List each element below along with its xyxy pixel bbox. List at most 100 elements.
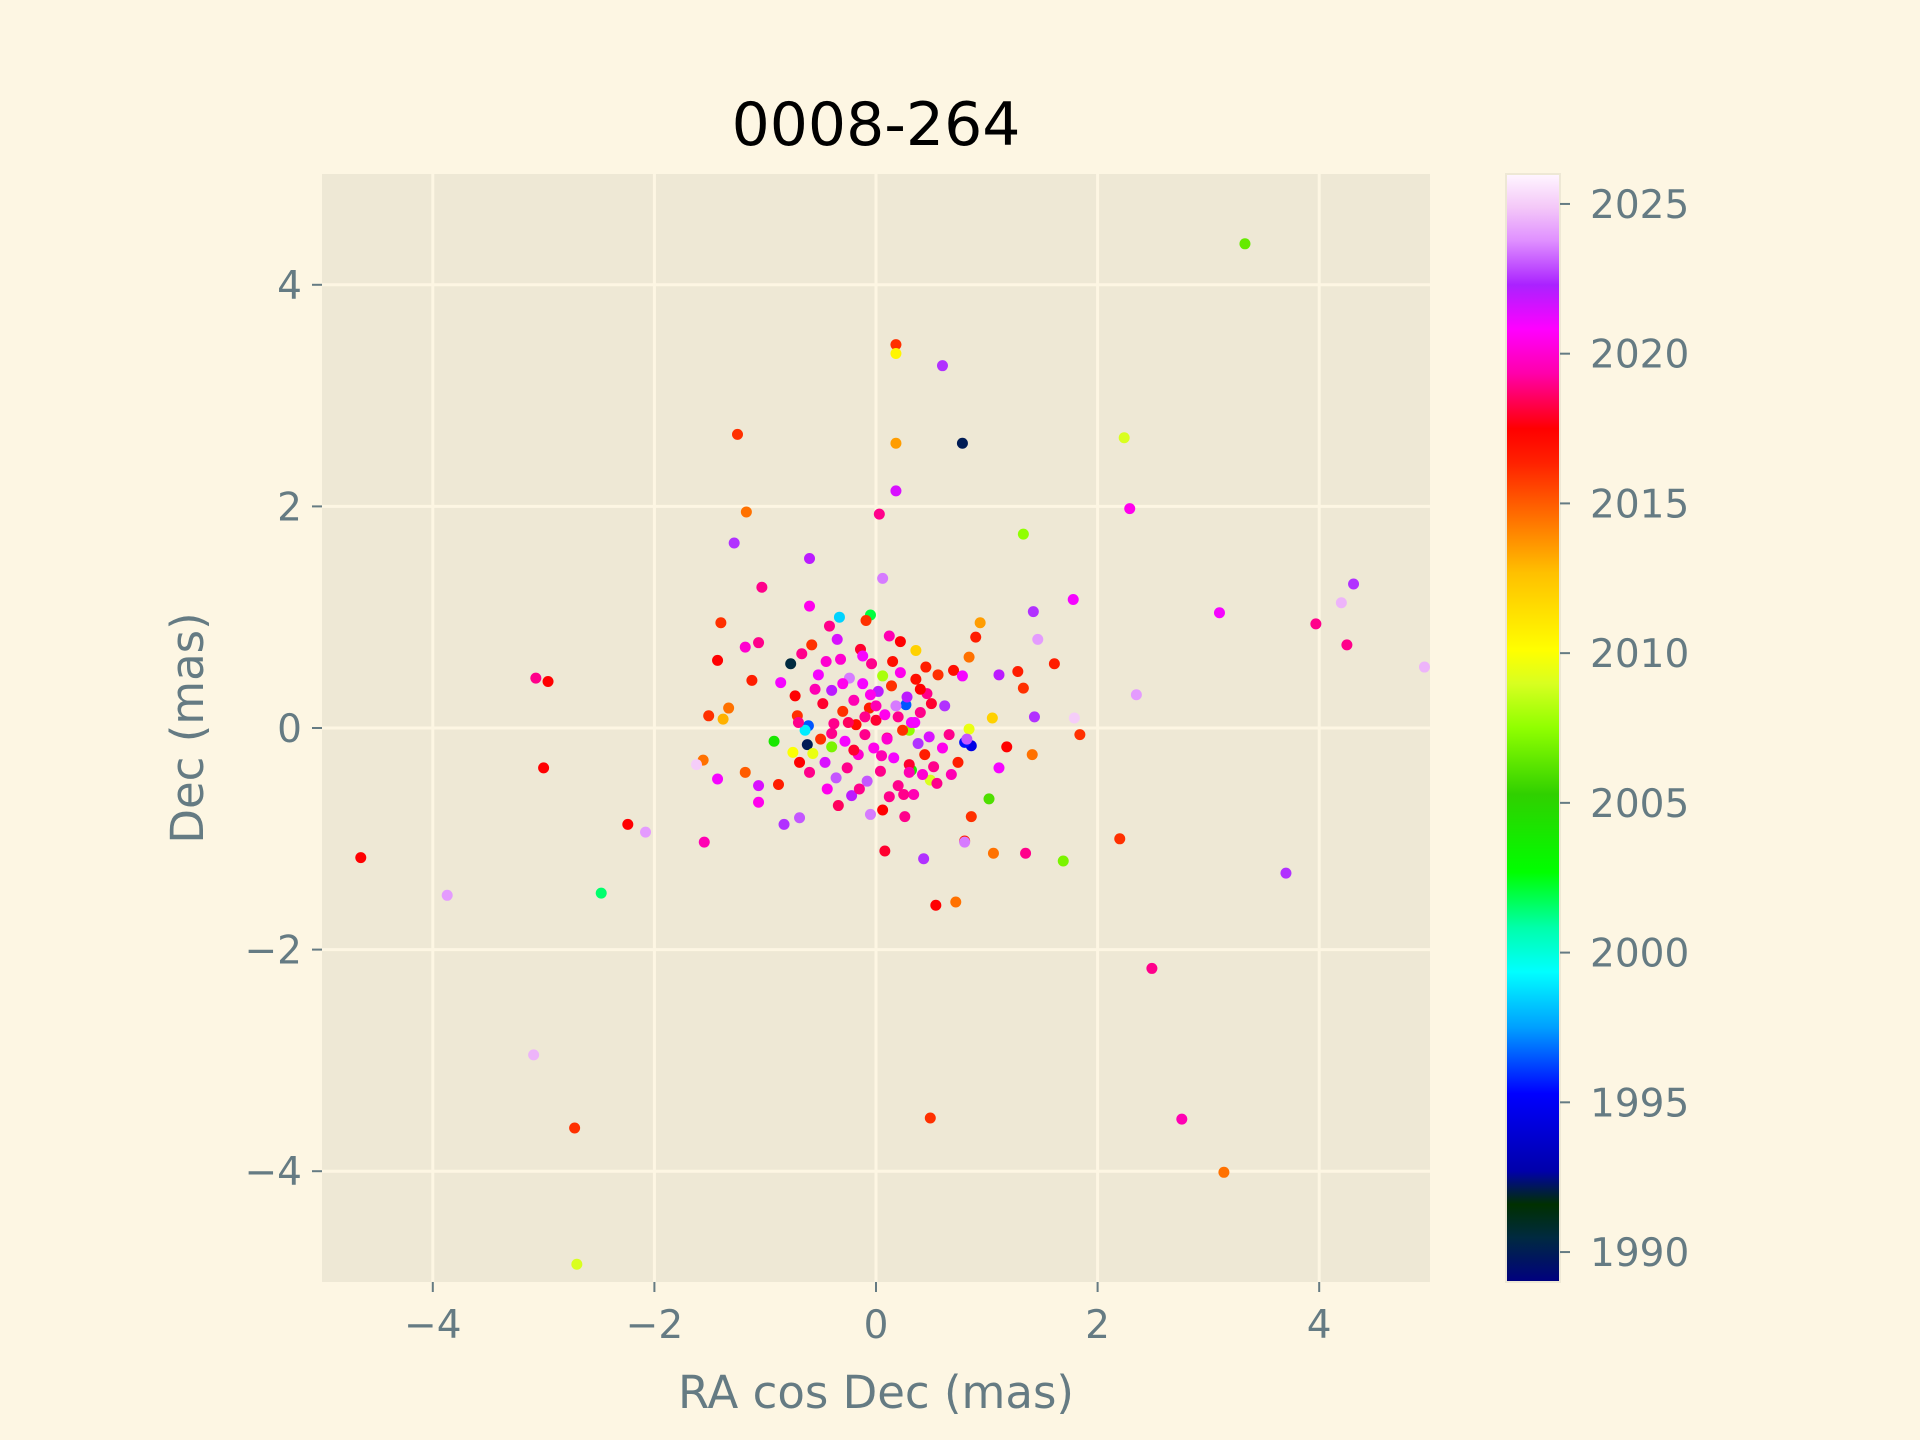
- data-point: [930, 899, 942, 911]
- data-point: [877, 670, 889, 682]
- grid-lines: [322, 174, 1430, 1282]
- data-point: [899, 811, 911, 823]
- data-point: [864, 808, 876, 820]
- data-point: [894, 636, 906, 648]
- data-point: [1026, 749, 1038, 761]
- data-point: [538, 762, 550, 774]
- data-point: [890, 437, 902, 449]
- data-point: [887, 656, 899, 668]
- data-point: [789, 690, 801, 702]
- y-tick-label: −4: [245, 1150, 303, 1195]
- data-point: [970, 631, 982, 643]
- x-tick-label: 4: [1307, 1303, 1332, 1348]
- data-point: [918, 853, 930, 865]
- data-point: [1310, 618, 1322, 630]
- data-point: [950, 896, 962, 908]
- data-point: [890, 339, 902, 351]
- data-point: [753, 796, 765, 808]
- colorbar: [1505, 173, 1561, 1283]
- y-tick-label: 4: [277, 264, 302, 309]
- data-point: [595, 887, 607, 899]
- data-point: [903, 766, 915, 778]
- data-point: [1012, 665, 1024, 677]
- data-point: [943, 729, 955, 741]
- data-point: [691, 759, 703, 771]
- data-point: [768, 735, 780, 747]
- y-axis-ticks: −4 −2 0 2 4: [245, 264, 322, 1195]
- data-point: [859, 711, 871, 723]
- data-point: [819, 756, 831, 768]
- data-point: [1057, 855, 1069, 867]
- data-point: [799, 724, 811, 736]
- data-point: [897, 724, 909, 736]
- data-point: [794, 812, 806, 824]
- data-point: [355, 852, 367, 864]
- data-point: [1335, 597, 1347, 609]
- data-point: [860, 615, 872, 627]
- data-point: [739, 641, 751, 653]
- data-point: [740, 506, 752, 518]
- data-point: [908, 788, 920, 800]
- data-point: [892, 780, 904, 792]
- data-point: [821, 783, 833, 795]
- data-point: [983, 793, 995, 805]
- data-point: [1280, 867, 1292, 879]
- data-point: [753, 637, 765, 649]
- data-point: [974, 617, 986, 629]
- data-point: [820, 656, 832, 668]
- data-point: [542, 675, 554, 687]
- data-point: [879, 845, 891, 857]
- data-point: [888, 752, 900, 764]
- data-point: [732, 428, 743, 440]
- data-point: [925, 698, 937, 710]
- data-point: [876, 750, 888, 762]
- data-point: [890, 347, 902, 359]
- data-point: [833, 611, 845, 623]
- data-point: [848, 744, 860, 756]
- data-point: [853, 783, 865, 795]
- data-point: [756, 581, 768, 593]
- data-point: [956, 437, 968, 449]
- data-point: [1017, 682, 1029, 694]
- data-point: [815, 733, 827, 745]
- data-point: [890, 700, 902, 712]
- data-point: [1218, 1166, 1230, 1178]
- data-point: [837, 678, 849, 690]
- data-point: [959, 836, 971, 848]
- data-point: [804, 766, 816, 778]
- data-point: [1027, 606, 1039, 618]
- data-point: [712, 654, 724, 666]
- data-point: [1074, 729, 1086, 741]
- data-point: [881, 733, 893, 745]
- data-point: [1114, 833, 1126, 845]
- data-point: [728, 537, 740, 549]
- data-point: [1032, 633, 1044, 645]
- data-point: [796, 648, 808, 660]
- data-point: [1176, 1113, 1188, 1125]
- data-point: [785, 658, 797, 670]
- data-point: [870, 714, 882, 726]
- data-point: [874, 765, 886, 777]
- data-point: [987, 847, 999, 859]
- data-point: [772, 779, 784, 791]
- data-point: [861, 775, 873, 787]
- chart-title: 0008-264: [732, 90, 1021, 160]
- data-point: [703, 710, 715, 722]
- data-point: [775, 677, 787, 689]
- data-point: [842, 716, 854, 728]
- data-point: [883, 791, 895, 803]
- y-axis-label: Dec (mas): [161, 612, 214, 843]
- colorbar-tick-label: 2005: [1590, 782, 1689, 827]
- data-point: [823, 620, 835, 632]
- data-point: [945, 769, 957, 781]
- data-point: [831, 633, 843, 645]
- colorbar-tick-label: 2010: [1590, 632, 1689, 677]
- data-point: [961, 733, 973, 745]
- data-point: [778, 818, 790, 830]
- data-point: [1341, 639, 1353, 651]
- data-point: [787, 746, 799, 758]
- data-point: [839, 735, 851, 747]
- x-tick-label: 2: [1085, 1303, 1110, 1348]
- data-point: [807, 747, 819, 759]
